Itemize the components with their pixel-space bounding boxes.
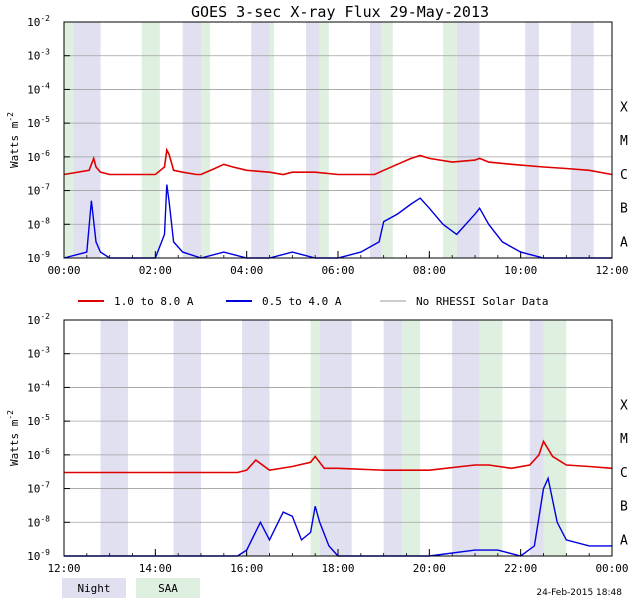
y-tick-label: 10-8 xyxy=(27,216,50,231)
saa-band xyxy=(201,22,211,258)
y-tick-label: 10-5 xyxy=(27,413,50,428)
saa-band xyxy=(443,22,457,258)
night-band xyxy=(570,22,594,258)
x-tick-label: 20:00 xyxy=(413,562,446,575)
saa-band xyxy=(479,320,503,556)
flare-class-label: B xyxy=(620,202,628,217)
y-tick-label: 10-9 xyxy=(27,250,50,265)
legend: 1.0 to 8.0 A 0.5 to 4.0 A No RHESSI Solar … xyxy=(78,295,548,308)
series-line-long xyxy=(63,147,613,176)
y-tick-label: 10-3 xyxy=(27,346,50,361)
y-tick-label: 10-7 xyxy=(27,183,50,198)
x-tick-label: 22:00 xyxy=(504,562,537,575)
y-tick-label: 10-8 xyxy=(27,514,50,529)
x-tick-label: 12:00 xyxy=(595,264,628,277)
x-tick-label: 02:00 xyxy=(139,264,172,277)
night-band xyxy=(100,320,128,556)
flare-class-label: A xyxy=(620,533,628,548)
flare-class-label: B xyxy=(620,500,628,515)
legend-label: 1.0 to 8.0 A xyxy=(114,295,194,308)
saa-band xyxy=(64,22,74,258)
bottom-legend: Night SAA xyxy=(62,578,200,598)
night-band xyxy=(173,320,201,556)
plot-frame xyxy=(63,319,613,557)
bottom-panel: 10-2 10-3 10-4 10-5 10-6 10-7 10-8 10-9 Watts m-… xyxy=(6,312,629,575)
y-tick-label: 10-9 xyxy=(27,548,50,563)
night-band xyxy=(456,22,480,258)
y-tick-label: 10-5 xyxy=(27,115,50,130)
flare-class-label: X xyxy=(620,100,628,115)
x-tick-label: 08:00 xyxy=(413,264,446,277)
saa-band xyxy=(543,320,567,556)
y-tick-label: 10-2 xyxy=(27,14,50,29)
saa-band xyxy=(401,320,421,556)
y-tick-label: 10-3 xyxy=(27,48,50,63)
night-band xyxy=(383,320,402,556)
x-tick-label: 14:00 xyxy=(139,562,172,575)
saa-band xyxy=(319,22,329,258)
x-tick-label: 04:00 xyxy=(230,264,263,277)
legend-box-label: Night xyxy=(77,582,110,595)
legend-label: No RHESSI Solar Data xyxy=(416,295,548,308)
legend-box xyxy=(136,578,200,598)
timestamp: 24-Feb-2015 18:48 xyxy=(536,588,622,598)
y-tick-label: 10-2 xyxy=(27,312,50,327)
legend-box-label: SAA xyxy=(158,582,178,595)
night-band xyxy=(242,320,270,556)
night-band xyxy=(529,320,544,556)
y-axis-label: Watts m-2 xyxy=(6,112,21,168)
x-tick-label: 18:00 xyxy=(321,562,354,575)
series-line-short xyxy=(64,476,612,557)
x-tick-label: 12:00 xyxy=(47,562,80,575)
night-band xyxy=(73,22,101,258)
saa-band xyxy=(381,22,393,258)
night-band xyxy=(369,22,382,258)
top-panel: 10-2 10-3 10-4 10-5 10-6 10-7 10-8 10-9 Watts m-… xyxy=(6,14,629,277)
flare-class-label: A xyxy=(620,235,628,250)
flare-class-label: C xyxy=(620,466,628,481)
legend-box xyxy=(62,578,126,598)
x-tick-label: 06:00 xyxy=(321,264,354,277)
x-tick-label: 00:00 xyxy=(47,264,80,277)
chart-title: GOES 3-sec X-ray Flux 29-May-2013 xyxy=(191,3,489,21)
flare-class-label: C xyxy=(620,168,628,183)
y-tick-label: 10-4 xyxy=(27,379,50,394)
saa-band xyxy=(310,320,320,556)
x-tick-label: 16:00 xyxy=(230,562,263,575)
flare-class-label: M xyxy=(620,432,628,447)
legend-label: 0.5 to 4.0 A xyxy=(262,295,342,308)
flare-class-label: X xyxy=(620,398,628,413)
x-tick-label: 00:00 xyxy=(595,562,628,575)
plot-frame xyxy=(63,21,613,259)
y-tick-label: 10-7 xyxy=(27,481,50,496)
flare-class-label: M xyxy=(620,134,628,149)
x-tick-label: 10:00 xyxy=(504,264,537,277)
night-band xyxy=(525,22,539,258)
series-line-long xyxy=(64,439,613,474)
night-band xyxy=(251,22,270,258)
saa-band xyxy=(141,22,160,258)
saa-band xyxy=(269,22,275,258)
y-tick-label: 10-4 xyxy=(27,81,50,96)
night-band xyxy=(182,22,201,258)
night-band xyxy=(452,320,480,556)
y-axis-label: Watts m-2 xyxy=(6,410,21,466)
night-band xyxy=(319,320,352,556)
y-tick-label: 10-6 xyxy=(27,447,50,462)
night-band xyxy=(306,22,320,258)
y-tick-label: 10-6 xyxy=(27,149,50,164)
